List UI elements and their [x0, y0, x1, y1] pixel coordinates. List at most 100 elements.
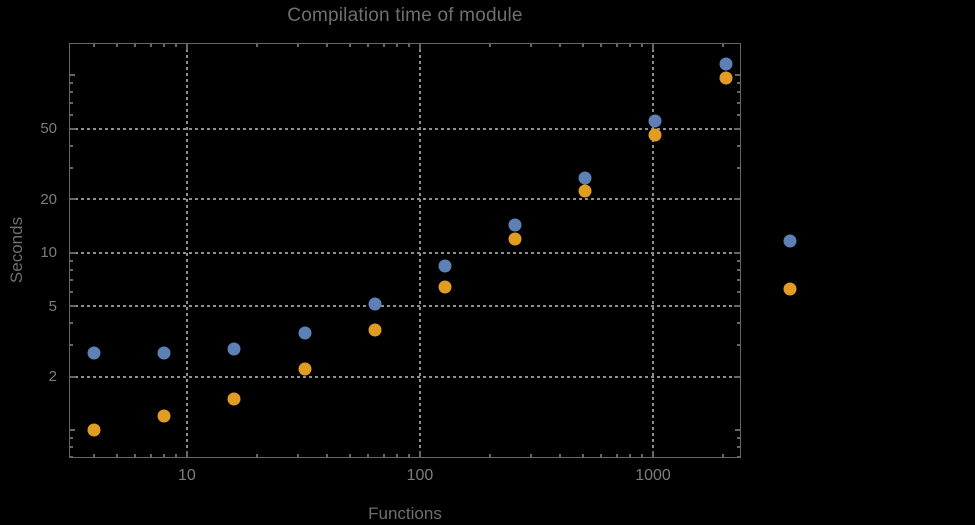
y-tick — [737, 290, 740, 293]
y-axis-label: Seconds — [7, 216, 26, 284]
y-tick-label: 50 — [40, 120, 57, 138]
gridline-vertical — [651, 43, 654, 458]
x-tick — [326, 454, 329, 457]
y-tick — [737, 113, 740, 116]
x-tick — [256, 44, 259, 47]
x-tick — [115, 454, 118, 457]
y-tick — [737, 101, 740, 104]
y-tick — [70, 259, 73, 262]
data-point-series-2-orange — [578, 184, 592, 198]
y-tick — [70, 446, 73, 449]
y-tick-label: 5 — [48, 297, 57, 315]
data-point-series-2-orange — [719, 71, 733, 85]
y-tick — [737, 268, 740, 271]
x-tick — [408, 44, 411, 47]
x-tick — [581, 44, 584, 47]
data-point-series-2-orange — [508, 232, 522, 246]
x-tick — [530, 454, 533, 457]
gridline-horizontal — [69, 127, 741, 130]
y-tick — [70, 322, 73, 325]
x-tick — [256, 454, 259, 457]
x-tick — [629, 454, 632, 457]
data-point-series-1-blue — [227, 342, 241, 356]
x-tick — [134, 454, 137, 457]
x-tick-label: 1000 — [635, 467, 671, 484]
legend-marker-blue — [783, 234, 797, 248]
gridline-vertical — [418, 43, 421, 458]
x-tick — [297, 454, 300, 457]
x-tick — [185, 451, 188, 457]
x-tick — [600, 44, 603, 47]
x-tick — [651, 44, 654, 50]
y-tick — [734, 305, 740, 307]
y-tick — [70, 82, 73, 85]
x-tick-label: 10 — [177, 467, 196, 484]
chart-title: Compilation time of module — [287, 5, 523, 26]
data-point-series-1-blue — [648, 114, 662, 128]
x-axis-label: Functions — [368, 504, 442, 523]
x-tick — [348, 454, 351, 457]
x-tick — [149, 454, 152, 457]
legend-marker-orange — [783, 282, 797, 296]
x-tick — [418, 451, 421, 457]
x-tick — [722, 454, 725, 457]
y-tick-label: 10 — [40, 244, 57, 262]
y-tick — [734, 251, 740, 254]
x-tick — [722, 44, 725, 47]
y-tick — [735, 74, 740, 77]
x-tick — [489, 454, 492, 457]
y-tick — [70, 74, 75, 77]
x-tick — [615, 44, 618, 47]
y-tick — [737, 259, 740, 262]
x-tick — [600, 454, 603, 457]
x-tick — [297, 44, 300, 47]
y-tick — [70, 268, 73, 271]
gridline-horizontal — [69, 375, 741, 378]
x-tick — [382, 454, 385, 457]
y-tick — [734, 198, 740, 201]
y-tick — [70, 279, 73, 282]
x-tick — [134, 44, 137, 47]
gridline-horizontal — [69, 198, 741, 201]
y-tick — [70, 290, 73, 293]
y-tick — [737, 166, 740, 169]
data-point-series-2-orange — [368, 323, 382, 337]
y-tick — [70, 144, 73, 147]
plot-frame — [69, 43, 741, 458]
x-tick-label: 100 — [406, 467, 434, 484]
y-tick-label: 20 — [40, 190, 57, 208]
x-tick — [396, 44, 399, 47]
y-tick — [70, 251, 76, 254]
x-tick — [93, 454, 96, 457]
y-tick — [737, 144, 740, 147]
x-tick — [615, 454, 618, 457]
x-tick — [115, 44, 118, 47]
gridline-horizontal — [69, 251, 741, 254]
x-tick — [382, 44, 385, 47]
x-tick — [185, 44, 188, 50]
y-tick — [734, 127, 740, 130]
y-tick — [70, 456, 73, 459]
x-tick — [367, 44, 370, 47]
x-tick — [408, 454, 411, 457]
y-tick — [70, 344, 73, 347]
data-point-series-2-orange — [227, 392, 241, 406]
data-point-series-1-blue — [87, 346, 101, 360]
data-point-series-1-blue — [719, 57, 733, 71]
x-tick — [629, 44, 632, 47]
data-point-series-2-orange — [157, 409, 171, 423]
x-tick — [348, 44, 351, 47]
data-point-series-1-blue — [298, 326, 312, 340]
y-tick — [70, 127, 76, 130]
x-tick — [163, 44, 166, 47]
data-point-series-1-blue — [508, 218, 522, 232]
x-tick — [418, 44, 421, 50]
y-tick-label: 2 — [48, 368, 57, 386]
x-tick — [175, 454, 178, 457]
x-tick — [530, 44, 533, 47]
x-tick — [149, 44, 152, 47]
data-point-series-1-blue — [438, 259, 452, 273]
data-point-series-1-blue — [157, 346, 171, 360]
y-tick — [70, 198, 76, 201]
x-tick — [651, 451, 654, 457]
